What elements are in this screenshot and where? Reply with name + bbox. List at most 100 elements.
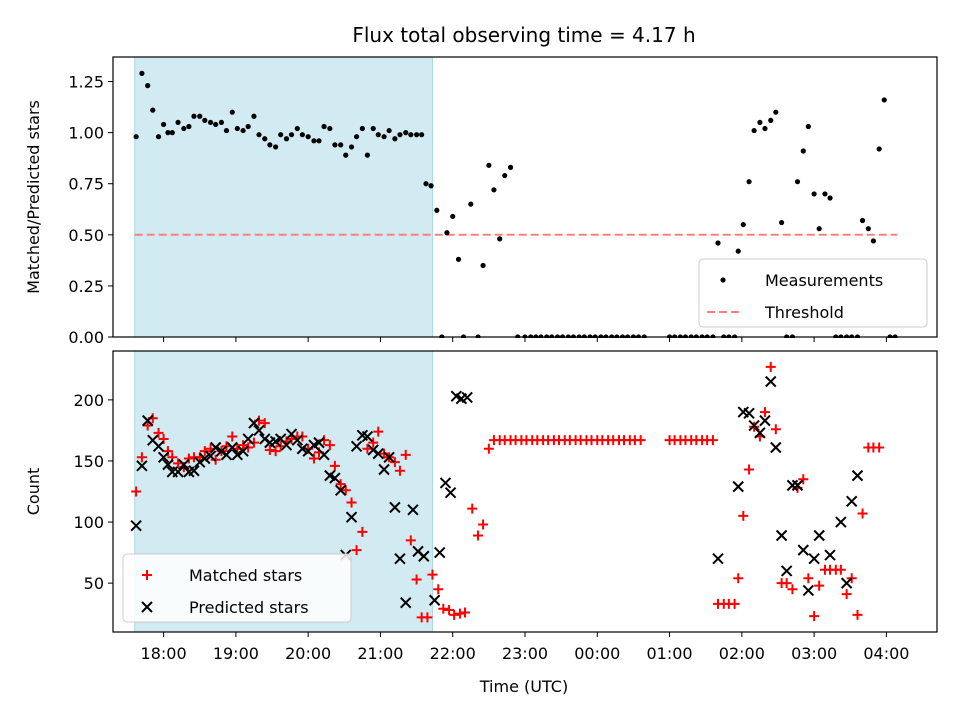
count-series-0-point-119 xyxy=(798,474,809,485)
count-series-0-point-64 xyxy=(478,519,489,530)
count-series-1-point-57 xyxy=(444,487,457,499)
count-series-1-point-55 xyxy=(434,546,446,559)
count-y-axis-label: Count xyxy=(24,468,43,516)
count-series-1-point-8 xyxy=(172,466,184,478)
count-series-0-point-0 xyxy=(131,486,142,497)
ratio-series-0-point-46 xyxy=(381,134,387,140)
count-series-1-point-30 xyxy=(291,434,304,446)
count-series-0-point-2 xyxy=(142,420,153,431)
count-series-1-point-6 xyxy=(162,458,174,471)
ratio-series-0-point-123 xyxy=(822,191,828,197)
count-series-0-point-127 xyxy=(841,589,852,600)
count-series-0-point-26 xyxy=(270,446,281,457)
ratio-legend: Measurements Threshold xyxy=(698,258,928,328)
x-tick-label-3: 21:00 xyxy=(357,644,403,663)
ratio-series-0-point-131 xyxy=(865,226,871,232)
ratio-series-0-point-47 xyxy=(386,127,392,134)
ratio-series-0-point-66 xyxy=(491,187,497,193)
ratio-series-0-point-18 xyxy=(229,109,235,115)
count-series-0-point-65 xyxy=(483,443,494,454)
ratio-series-0-point-15 xyxy=(213,121,219,128)
ratio-series-0-point-51 xyxy=(408,132,414,138)
count-series-1-point-4 xyxy=(152,440,165,453)
count-series-0-point-122 xyxy=(814,580,825,591)
ratio-series-0-point-122 xyxy=(816,226,822,232)
count-series-0-point-56 xyxy=(433,584,444,595)
count-series-1-point-28 xyxy=(280,439,293,451)
count-panel: 50 100 150 200 18:00 19:00 20:00 21:00 22:00 23:0… xyxy=(24,350,938,663)
ratio-series-0-point-36 xyxy=(327,125,333,132)
count-series-1-point-49 xyxy=(394,552,406,565)
ratio-series-0-point-120 xyxy=(805,123,811,130)
ratio-series-0-point-111 xyxy=(757,119,763,126)
count-series-0-point-6 xyxy=(162,446,173,457)
count-legend-swatch-0 xyxy=(142,570,152,580)
ratio-series-0-point-130 xyxy=(859,217,866,224)
count-series-0-point-133 xyxy=(874,442,885,453)
ratio-y-tick-label-0: 0.00 xyxy=(68,328,104,347)
ratio-series-0-point-114 xyxy=(773,109,779,115)
count-series-1-point-9 xyxy=(178,458,190,471)
count-series-1-point-22 xyxy=(248,417,260,429)
count-series-0-point-129 xyxy=(852,609,863,620)
ratio-series-0-point-67 xyxy=(497,236,503,242)
ratio-series-0-point-42 xyxy=(359,125,365,132)
ratio-series-0-point-53 xyxy=(419,132,425,138)
ratio-series-0-point-28 xyxy=(283,136,290,142)
ratio-series-0-point-30 xyxy=(294,125,300,132)
ratio-series-0-point-33 xyxy=(311,138,317,144)
ratio-series-0-point-50 xyxy=(403,130,409,136)
ratio-series-0-point-64 xyxy=(480,262,486,269)
count-series-0-point-106 xyxy=(729,598,740,609)
ratio-y-tick-label-5: 1.25 xyxy=(68,73,104,92)
ratio-series-0-point-118 xyxy=(794,179,801,185)
count-series-1-point-35 xyxy=(318,449,330,461)
ratio-series-0-point-12 xyxy=(197,113,203,119)
count-legend-box xyxy=(122,553,352,623)
ratio-series-0-point-3 xyxy=(150,107,156,113)
count-series-0-point-130 xyxy=(857,508,868,519)
count-series-1-point-60 xyxy=(461,391,473,404)
count-series-0-point-126 xyxy=(835,564,846,575)
count-series-1-point-80 xyxy=(840,577,853,589)
count-series-0-point-114 xyxy=(770,424,781,435)
count-series-1-point-69 xyxy=(770,441,782,454)
count-legend-swatch-1 xyxy=(141,601,153,613)
ratio-series-0-point-58 xyxy=(444,230,450,236)
count-series-1-point-18 xyxy=(226,441,238,454)
count-y-tick-label-2: 150 xyxy=(73,452,104,471)
ratio-series-0-point-69 xyxy=(507,164,514,170)
ratio-series-0-point-17 xyxy=(223,127,230,134)
ratio-series-0-point-55 xyxy=(428,183,434,189)
ratio-legend-box xyxy=(698,258,928,328)
ratio-series-0-point-20 xyxy=(240,127,246,134)
ratio-legend-label-1: Threshold xyxy=(764,303,844,322)
count-y-tick-label-3: 200 xyxy=(73,391,104,410)
ratio-y-tick-label-1: 0.25 xyxy=(68,277,104,296)
x-tick-label-10: 04:00 xyxy=(863,644,909,663)
x-tick-label-6: 00:00 xyxy=(574,644,620,663)
count-series-1-point-54 xyxy=(428,594,441,606)
count-series-0-point-36 xyxy=(324,440,335,451)
ratio-series-0-point-48 xyxy=(392,136,398,142)
count-series-1-point-41 xyxy=(350,440,363,453)
ratio-series-0-point-1 xyxy=(139,70,145,76)
count-series-1 xyxy=(130,375,864,609)
count-series-0-point-44 xyxy=(368,437,379,448)
count-series-1-point-37 xyxy=(329,472,341,484)
count-series-1-point-34 xyxy=(313,436,325,449)
ratio-series-0-point-29 xyxy=(288,132,295,138)
x-tick-label-5: 23:00 xyxy=(502,644,548,663)
ratio-series-0-point-2 xyxy=(145,83,151,89)
count-legend-label-0: Matched stars xyxy=(189,566,302,585)
count-y-tick-label-0: 50 xyxy=(84,574,104,593)
count-series-0-point-116 xyxy=(781,578,792,589)
count-series-0-point-41 xyxy=(351,545,362,556)
count-series-0-point-45 xyxy=(373,426,384,437)
ratio-series-0-point-103 xyxy=(715,240,721,246)
count-series-1-point-64 xyxy=(743,407,755,420)
ratio-series-0-point-34 xyxy=(316,138,322,144)
ratio-series-0-point-108 xyxy=(740,221,746,228)
count-series-0-point-24 xyxy=(259,418,270,429)
